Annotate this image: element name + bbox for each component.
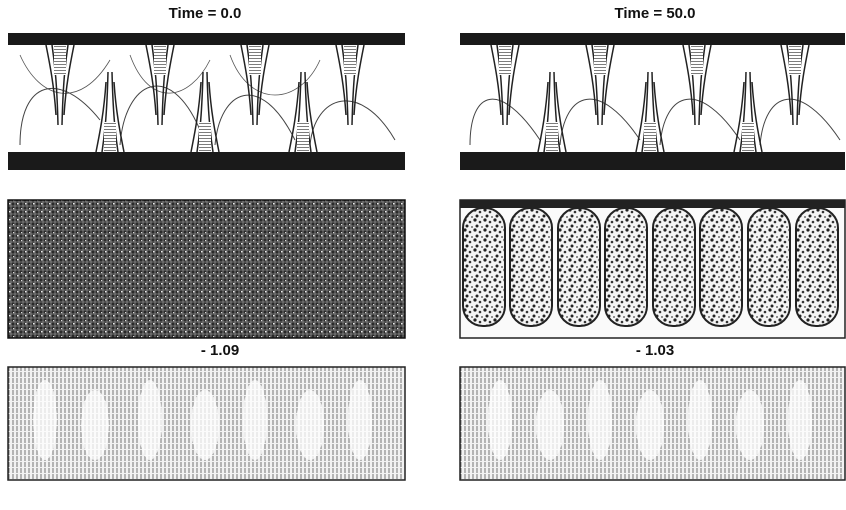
panel-label: - 1.03 bbox=[636, 342, 674, 359]
panel-title: Time = 0.0 bbox=[169, 5, 242, 22]
particle-field bbox=[460, 200, 845, 338]
particle-field bbox=[8, 200, 405, 338]
panel-title: Time = 50.0 bbox=[614, 5, 695, 22]
velocity-field bbox=[8, 367, 405, 480]
panel-label: - 1.09 bbox=[201, 342, 239, 359]
temperature-field bbox=[460, 33, 845, 170]
velocity-field bbox=[460, 367, 845, 480]
temperature-field bbox=[8, 33, 405, 170]
page: Time = 0.0 Time = 50.0 - 1.09 - 1.03 bbox=[0, 0, 846, 505]
figure: Time = 0.0 Time = 50.0 - 1.09 - 1.03 bbox=[0, 0, 846, 505]
